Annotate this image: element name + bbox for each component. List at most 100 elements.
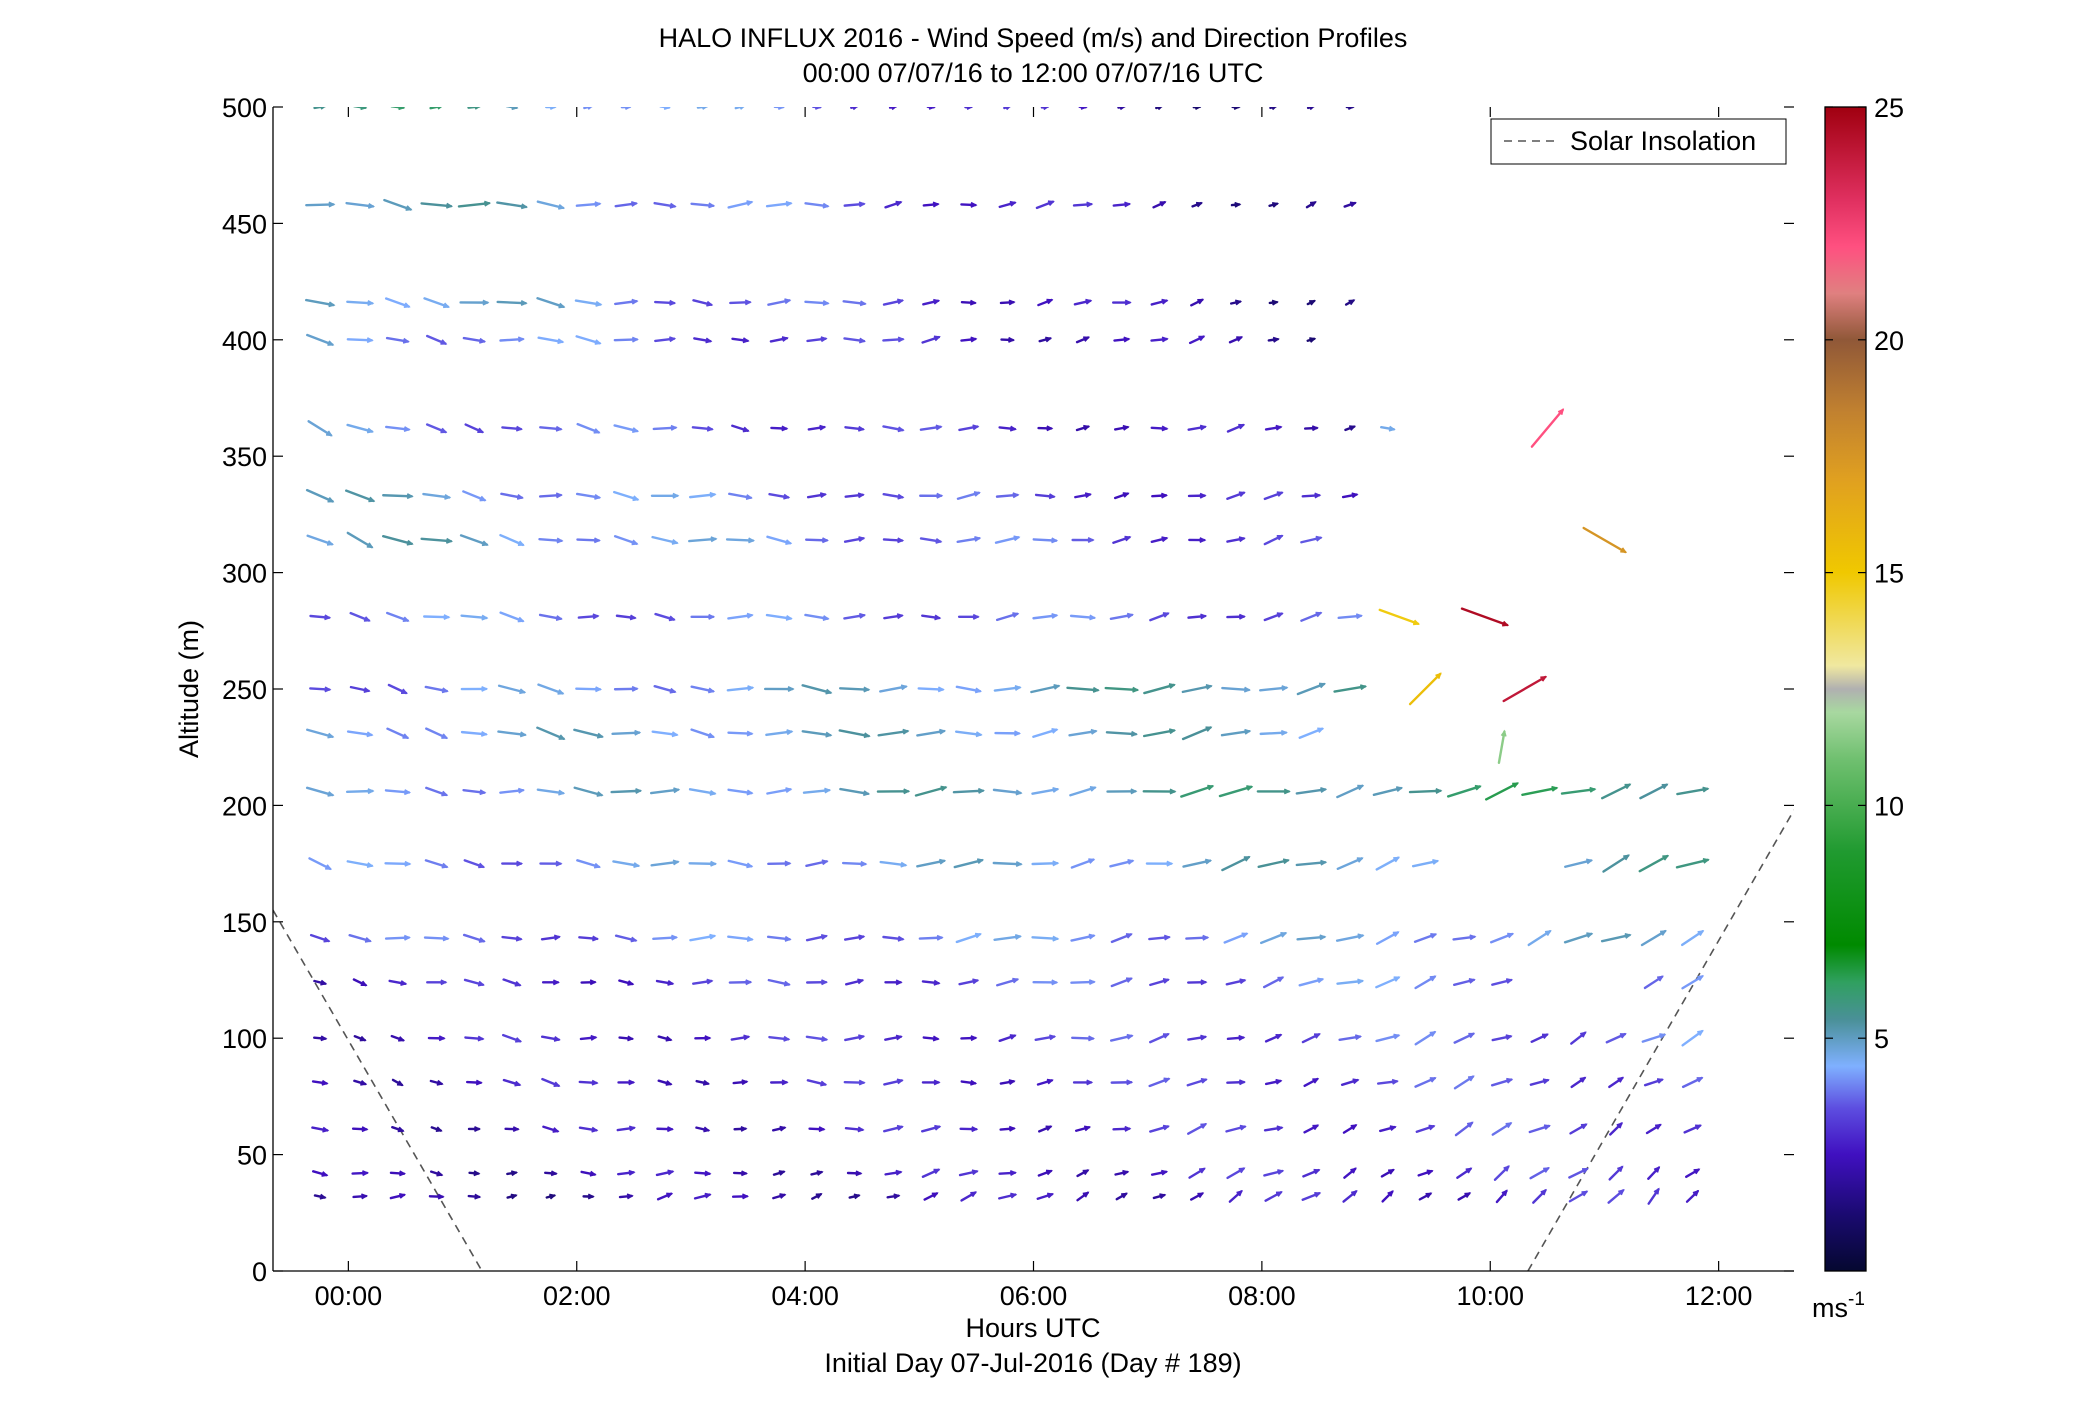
wind-vector xyxy=(879,684,908,693)
wind-vector xyxy=(998,1192,1018,1200)
wind-vector xyxy=(462,933,486,943)
wind-vector xyxy=(1032,979,1059,986)
wind-vector xyxy=(1070,979,1096,986)
wind-vector xyxy=(1032,537,1059,544)
wind-vector xyxy=(879,860,908,868)
wind-vector xyxy=(1375,1033,1401,1043)
wind-vector xyxy=(311,1079,329,1086)
wind-vector xyxy=(1190,1192,1205,1201)
wind-vector xyxy=(1675,857,1710,869)
wind-vector xyxy=(1074,492,1092,499)
wind-vector xyxy=(1337,613,1363,620)
wind-vector xyxy=(349,685,371,693)
wind-vector xyxy=(766,787,793,795)
wind-vector xyxy=(1075,336,1091,344)
wind-vector xyxy=(1570,1031,1587,1045)
wind-vector xyxy=(536,788,566,796)
wind-vector xyxy=(578,1126,599,1133)
wind-vector xyxy=(1032,612,1059,620)
wind-vector xyxy=(1152,1193,1167,1200)
x-tick-label: 10:00 xyxy=(1456,1281,1524,1311)
wind-vector xyxy=(428,1193,445,1200)
wind-vector xyxy=(1109,858,1135,868)
wind-vector xyxy=(1038,336,1053,343)
wind-vector xyxy=(810,1170,824,1176)
wind-vector xyxy=(613,490,640,502)
wind-vector xyxy=(1031,787,1060,795)
wind-vector xyxy=(845,978,865,986)
wind-vector xyxy=(1529,1167,1550,1180)
wind-vector xyxy=(463,859,486,869)
wind-vector xyxy=(1264,424,1283,431)
wind-vector xyxy=(922,298,941,306)
wind-vector xyxy=(1341,492,1359,499)
wind-vector xyxy=(727,612,754,620)
wind-vector xyxy=(1225,1124,1247,1133)
wind-vector xyxy=(882,935,905,942)
wind-vector xyxy=(420,202,454,209)
wind-vector xyxy=(1068,728,1098,737)
wind-vector xyxy=(649,787,681,795)
wind-vector xyxy=(346,730,374,738)
wind-vector xyxy=(422,492,452,500)
wind-vector xyxy=(614,298,639,306)
wind-vector xyxy=(1040,107,1050,111)
wind-vector xyxy=(1609,1122,1623,1136)
wind-vector xyxy=(617,1079,636,1086)
wind-vector xyxy=(501,935,523,942)
wind-vector xyxy=(958,424,980,432)
wind-vector xyxy=(843,612,867,620)
wind-vector xyxy=(616,1125,637,1132)
wind-vector xyxy=(311,1126,330,1133)
wind-vector xyxy=(1218,785,1254,798)
wind-vector xyxy=(884,1034,903,1041)
x-axis-ticks: 00:00 02:00 04:00 06:00 08:00 10:00 12:00 xyxy=(315,107,1752,1311)
colorbar-unit: ms-1 xyxy=(1812,1289,1865,1323)
wind-vector xyxy=(541,979,560,986)
wind-vector xyxy=(1112,1125,1132,1132)
wind-vector xyxy=(346,300,375,307)
wind-vector xyxy=(805,537,829,544)
wind-vector xyxy=(770,425,789,432)
wind-vector xyxy=(614,934,638,943)
wind-vector xyxy=(1414,1030,1437,1046)
wind-vector xyxy=(1647,1187,1660,1205)
wind-vector xyxy=(505,107,519,111)
wind-vector xyxy=(802,787,832,794)
wind-vector xyxy=(424,685,449,694)
wind-vector xyxy=(959,1126,979,1133)
wind-vector xyxy=(500,492,524,500)
wind-vector xyxy=(1076,1191,1090,1202)
wind-vector xyxy=(618,979,635,986)
wind-vector xyxy=(1676,786,1710,796)
wind-vector xyxy=(1340,1078,1360,1086)
x-axis-sublabel: Initial Day 07-Jul-2016 (Day # 189) xyxy=(824,1348,1241,1378)
wind-vector xyxy=(383,198,413,211)
wind-vector xyxy=(1263,1125,1284,1132)
wind-vector xyxy=(768,1035,791,1042)
wind-vector xyxy=(999,1125,1016,1132)
wind-vector xyxy=(952,787,985,794)
wind-vector xyxy=(1521,785,1559,797)
wind-vector xyxy=(960,336,978,343)
wind-vector xyxy=(1301,492,1322,499)
wind-vector xyxy=(389,1192,407,1200)
wind-vector xyxy=(1221,855,1251,872)
wind-vector xyxy=(1375,931,1400,945)
wind-vector xyxy=(353,1079,368,1086)
wind-vector xyxy=(694,1035,712,1042)
wind-vector xyxy=(1150,536,1169,544)
wind-vector xyxy=(1112,535,1132,544)
wind-vector xyxy=(691,425,714,432)
wind-vector xyxy=(992,861,1023,868)
wind-vector xyxy=(353,1035,367,1042)
wind-vector xyxy=(426,979,448,986)
wind-vector xyxy=(1187,1034,1208,1041)
wind-vector xyxy=(844,492,865,499)
wind-vector xyxy=(345,788,375,795)
wind-vector xyxy=(583,107,593,110)
wind-vector xyxy=(462,490,487,502)
wind-vector xyxy=(999,299,1016,306)
wind-vector xyxy=(305,201,336,208)
wind-vector xyxy=(1113,492,1130,500)
